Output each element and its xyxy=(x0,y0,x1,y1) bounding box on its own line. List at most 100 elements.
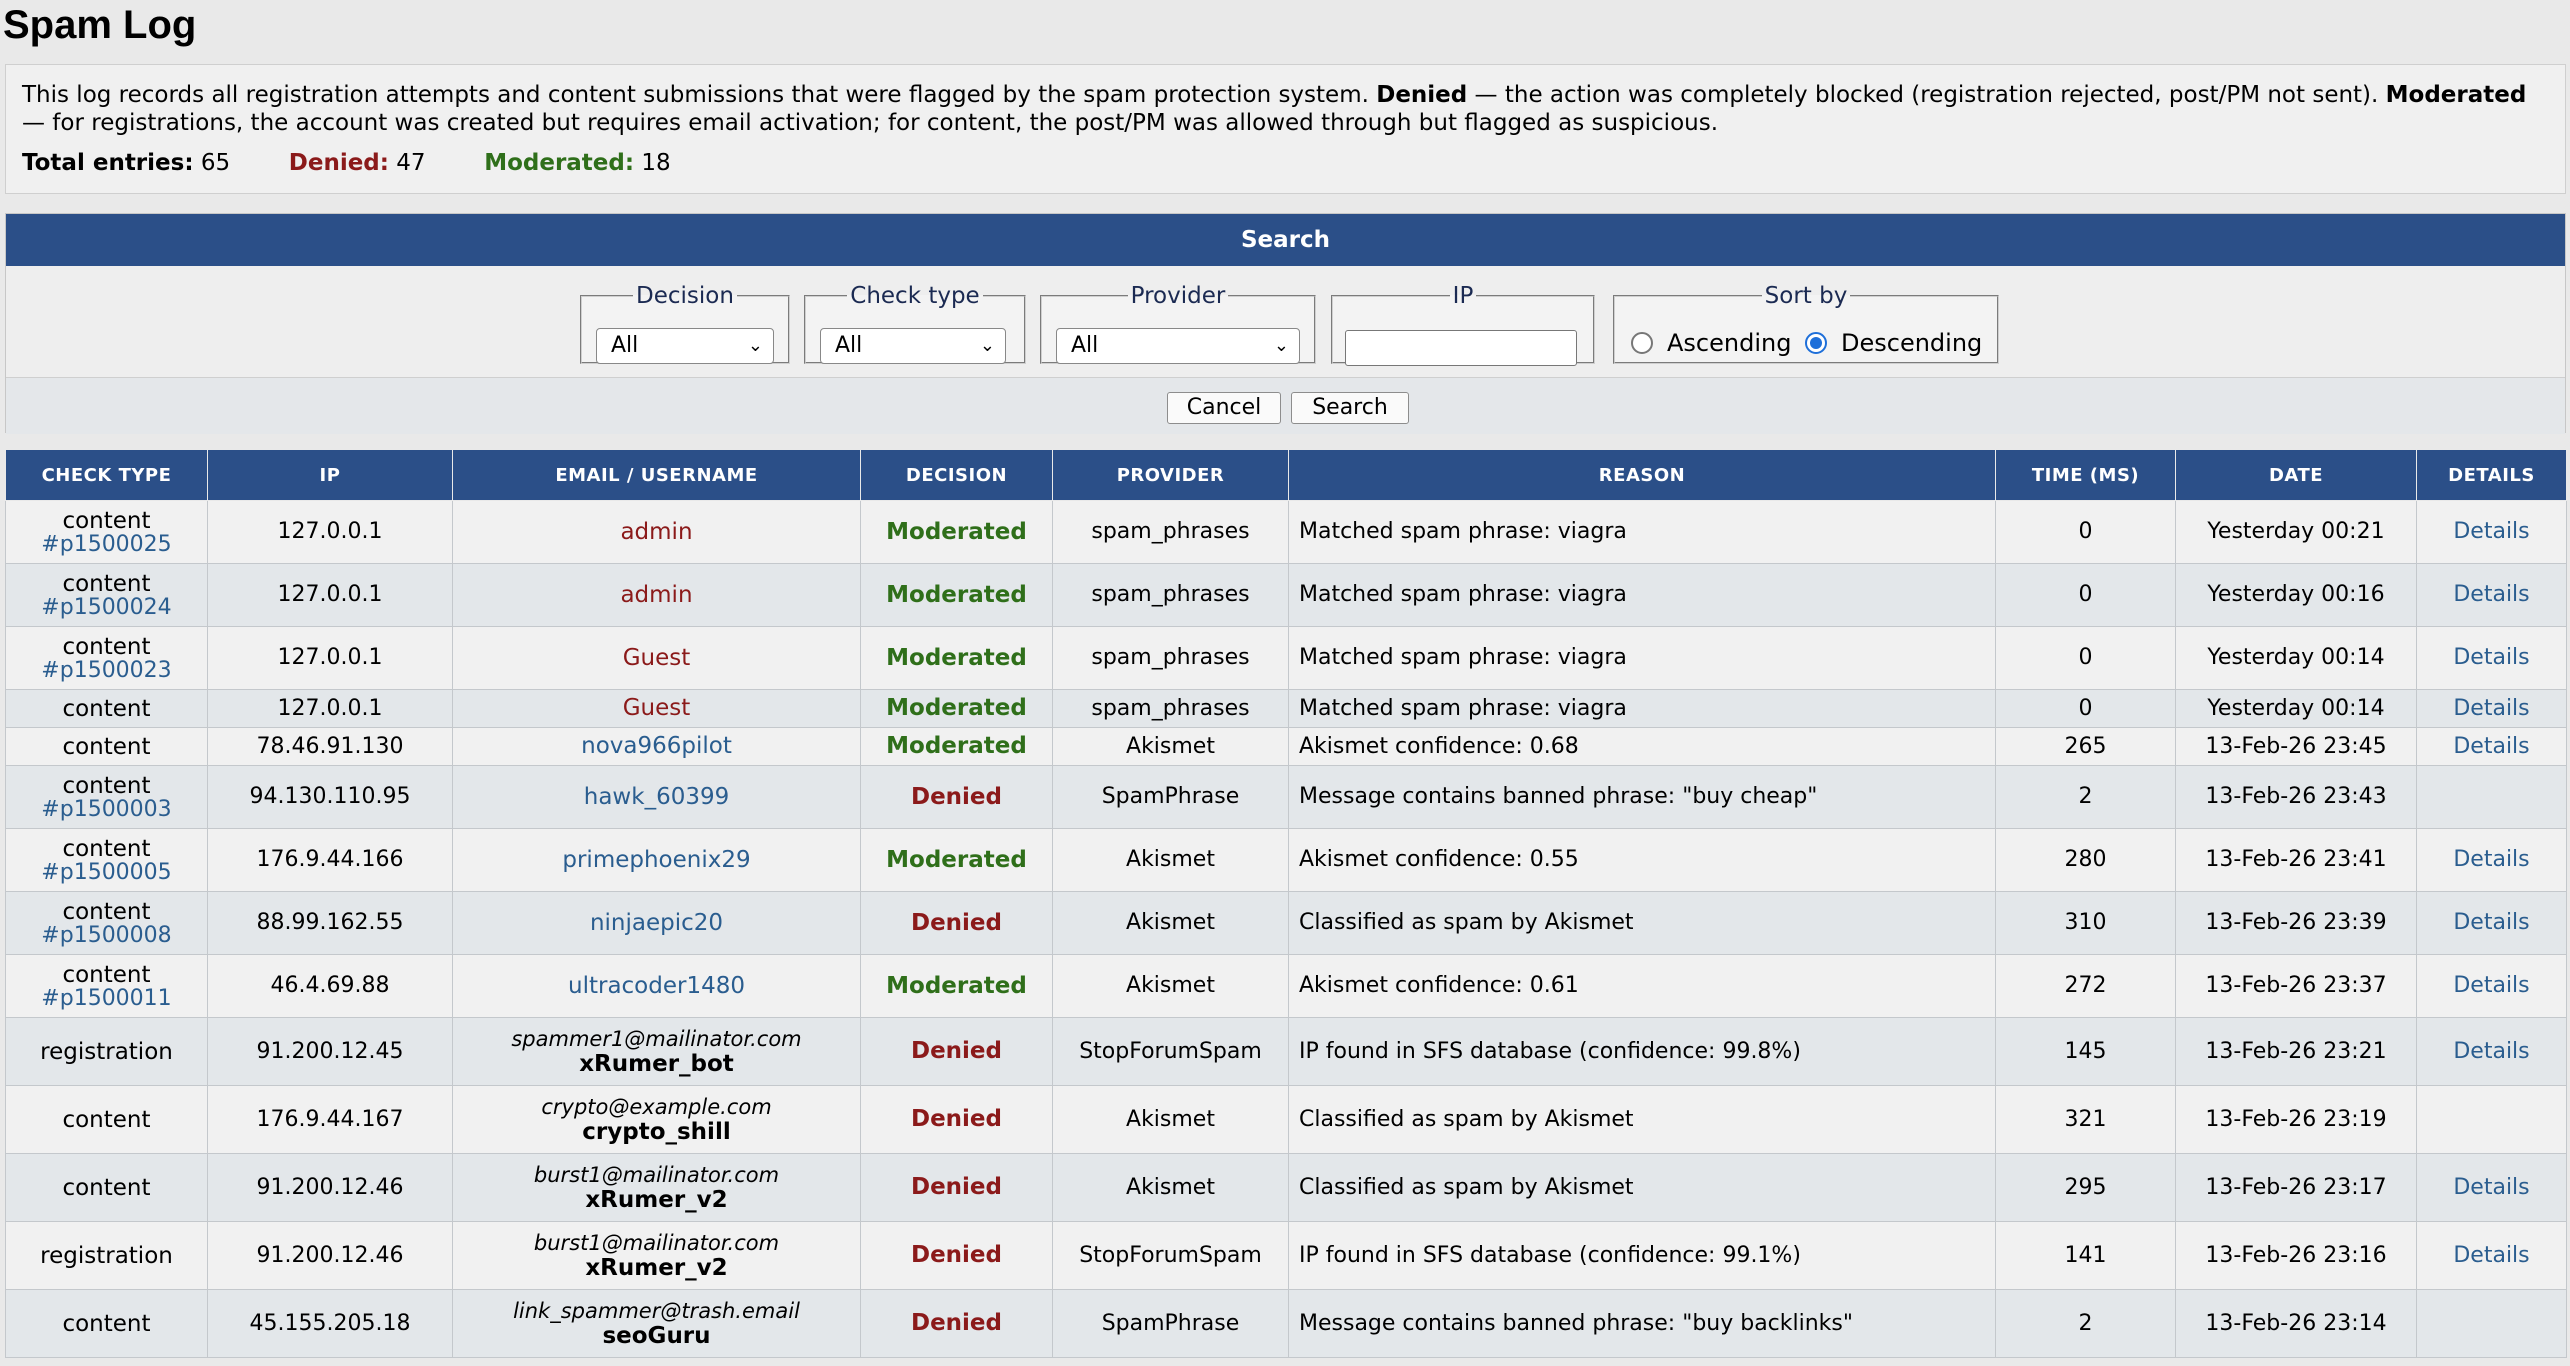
provider-select-value: All xyxy=(1071,333,1099,358)
cell-date: 13-Feb-26 23:19 xyxy=(2175,1085,2417,1154)
cell-details: Details xyxy=(2416,563,2567,627)
details-link[interactable]: Details xyxy=(2453,519,2530,544)
cell-details: Details xyxy=(2416,500,2567,564)
cell-ip: 91.200.12.45 xyxy=(207,1017,453,1086)
username[interactable]: Guest xyxy=(622,695,691,721)
cell-email-username: ninjaepic20 xyxy=(452,891,861,955)
decision-badge: Moderated xyxy=(886,733,1027,759)
decision-badge: Denied xyxy=(910,909,1002,936)
sort-ascending-label[interactable]: Ascending xyxy=(1667,329,1792,357)
decision-badge: Denied xyxy=(910,1106,1002,1132)
check-type-text: registration xyxy=(40,1242,173,1269)
chevron-down-icon: ⌄ xyxy=(979,335,995,356)
details-link[interactable]: Details xyxy=(2453,1242,2530,1268)
username[interactable]: Guest xyxy=(622,644,691,671)
chevron-down-icon: ⌄ xyxy=(747,335,763,356)
info-description: This log records all registration attemp… xyxy=(22,81,2549,137)
decision-badge: Denied xyxy=(910,1038,1002,1064)
table-row: content #p1500008 88.99.162.55 ninjaepic20 D… xyxy=(5,891,2567,955)
provider-select[interactable]: All ⌄ xyxy=(1056,328,1300,364)
cell-provider: Akismet xyxy=(1052,891,1289,955)
username[interactable]: nova966pilot xyxy=(581,733,732,759)
cell-provider: spam_phrases xyxy=(1052,563,1289,627)
cancel-button[interactable]: Cancel xyxy=(1167,392,1281,424)
details-link[interactable]: Details xyxy=(2453,695,2530,721)
username[interactable]: hawk_60399 xyxy=(583,783,730,810)
cell-provider: SpamPhrase xyxy=(1052,1289,1289,1358)
cell-details xyxy=(2416,1289,2567,1358)
chevron-down-icon: ⌄ xyxy=(1273,335,1289,356)
post-link[interactable]: #p1500025 xyxy=(41,532,172,557)
table-row: content #p1500023 127.0.0.1 Guest Moderated s… xyxy=(5,626,2567,690)
username[interactable]: ninjaepic20 xyxy=(589,909,724,936)
col-reason: REASON xyxy=(1288,449,1996,501)
email-text: spammer1@mailinator.com xyxy=(511,1026,802,1051)
cell-date: 13-Feb-26 23:16 xyxy=(2175,1221,2417,1290)
post-link[interactable]: #p1500003 xyxy=(41,797,172,822)
details-link[interactable]: Details xyxy=(2453,1174,2530,1200)
cell-reason: Akismet confidence: 0.55 xyxy=(1288,828,1996,892)
cell-decision: Moderated xyxy=(860,626,1053,690)
cell-decision: Denied xyxy=(860,1017,1053,1086)
cell-time: 321 xyxy=(1995,1085,2176,1154)
cell-reason: Akismet confidence: 0.68 xyxy=(1288,727,1996,766)
col-date: DATE xyxy=(2175,449,2417,501)
cell-details xyxy=(2416,1085,2567,1154)
decision-badge: Denied xyxy=(910,783,1002,810)
sort-ascending-radio[interactable] xyxy=(1631,332,1653,354)
cell-details: Details xyxy=(2416,954,2567,1018)
page-title: Spam Log xyxy=(3,3,197,47)
sort-legend: Sort by xyxy=(1764,283,1848,309)
cell-decision: Moderated xyxy=(860,954,1053,1018)
details-link[interactable]: Details xyxy=(2453,1038,2530,1064)
cell-time: 0 xyxy=(1995,626,2176,690)
cell-email-username: primephoenix29 xyxy=(452,828,861,892)
decision-legend: Decision xyxy=(636,283,734,309)
cell-email-username: link_spammer@trash.email seoGuru xyxy=(452,1289,861,1358)
info-panel: This log records all registration attemp… xyxy=(5,64,2566,194)
post-link[interactable]: #p1500008 xyxy=(41,923,172,948)
cell-date: 13-Feb-26 23:37 xyxy=(2175,954,2417,1018)
decision-badge: Moderated xyxy=(886,581,1027,608)
sort-filter: Sort by Ascending Descending xyxy=(1613,283,1999,364)
denied-term: Denied xyxy=(1376,82,1468,108)
cell-reason: IP found in SFS database (confidence: 99… xyxy=(1288,1221,1996,1290)
details-link[interactable]: Details xyxy=(2453,847,2530,872)
provider-filter: Provider All ⌄ xyxy=(1040,285,1316,364)
cell-time: 145 xyxy=(1995,1017,2176,1086)
cell-email-username: burst1@mailinator.com xRumer_v2 xyxy=(452,1153,861,1222)
cell-time: 280 xyxy=(1995,828,2176,892)
cell-details: Details xyxy=(2416,1153,2567,1222)
details-link[interactable]: Details xyxy=(2453,973,2530,998)
check-type-text: content xyxy=(62,571,151,597)
denied-count-value: 47 xyxy=(396,150,426,176)
cell-ip: 176.9.44.167 xyxy=(207,1085,453,1154)
details-link[interactable]: Details xyxy=(2453,582,2530,607)
cell-provider: StopForumSpam xyxy=(1052,1221,1289,1290)
post-link[interactable]: #p1500023 xyxy=(41,658,172,683)
sort-descending-radio[interactable] xyxy=(1805,332,1827,354)
post-link[interactable]: #p1500024 xyxy=(41,595,172,620)
cell-check-type: content #p1500011 xyxy=(5,954,208,1018)
username[interactable]: admin xyxy=(620,581,693,608)
sort-descending-label[interactable]: Descending xyxy=(1841,329,1983,357)
ip-input[interactable] xyxy=(1345,330,1577,366)
details-link[interactable]: Details xyxy=(2453,733,2530,759)
search-button[interactable]: Search xyxy=(1291,392,1409,424)
cell-decision: Denied xyxy=(860,1085,1053,1154)
cell-check-type: registration xyxy=(5,1017,208,1086)
cell-date: Yesterday 00:14 xyxy=(2175,689,2417,728)
post-link[interactable]: #p1500005 xyxy=(41,860,172,885)
details-link[interactable]: Details xyxy=(2453,910,2530,935)
cell-email-username: ultracoder1480 xyxy=(452,954,861,1018)
username[interactable]: admin xyxy=(620,518,693,545)
post-link[interactable]: #p1500011 xyxy=(41,986,172,1011)
cell-email-username: admin xyxy=(452,563,861,627)
check-type-select[interactable]: All ⌄ xyxy=(820,328,1006,364)
ip-filter: IP xyxy=(1331,285,1595,366)
decision-select[interactable]: All ⌄ xyxy=(596,328,774,364)
username[interactable]: primephoenix29 xyxy=(562,846,751,873)
table-row: content #p1500005 176.9.44.166 primephoenix… xyxy=(5,828,2567,892)
username[interactable]: ultracoder1480 xyxy=(568,972,745,999)
details-link[interactable]: Details xyxy=(2453,645,2530,670)
